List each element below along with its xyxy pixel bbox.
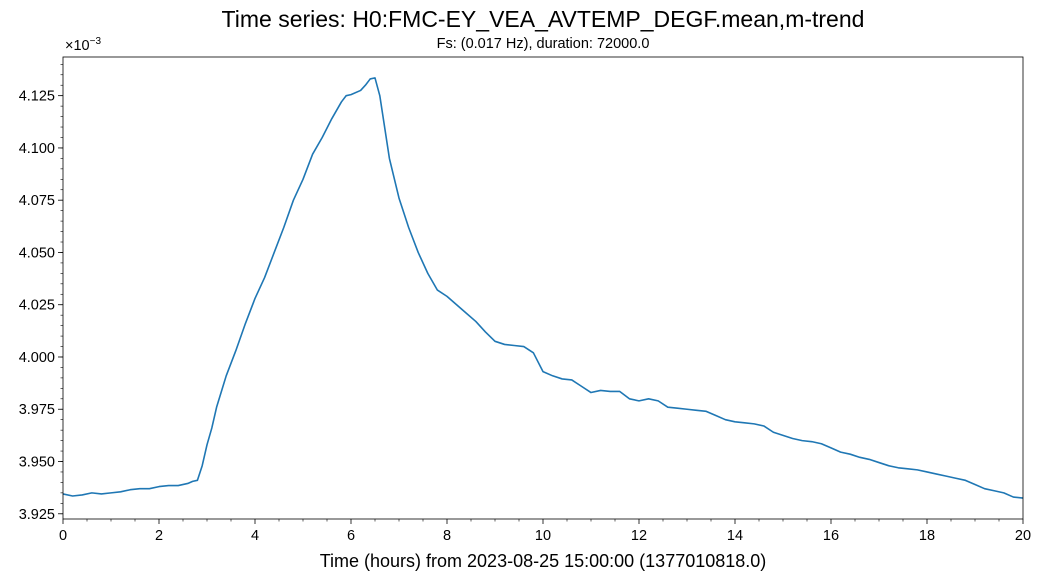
- y-tick-label: 4.000: [19, 350, 55, 366]
- series-line: [62, 77, 1024, 499]
- y-axis-multiplier: ×10−3: [65, 36, 101, 54]
- y-tick-label: 4.075: [19, 193, 55, 209]
- x-tick-label: 10: [535, 528, 551, 544]
- y-tick-label: 4.125: [19, 89, 55, 105]
- x-tick-label: 6: [347, 528, 355, 544]
- chart-subtitle: Fs: (0.017 Hz), duration: 72000.0: [436, 36, 650, 52]
- x-axis-ticks: 0 2 4 6 8 10 12 14 16 18 20: [59, 519, 1031, 544]
- x-tick-label: 4: [251, 528, 259, 544]
- plot-area-frame: [62, 56, 1024, 520]
- x-tick-label: 14: [727, 528, 743, 544]
- y-tick-label: 3.925: [19, 507, 55, 523]
- x-axis-label: Time (hours) from 2023-08-25 15:00:00 (1…: [319, 551, 767, 571]
- y-multiplier-exponent: −3: [89, 36, 102, 47]
- x-tick-label: 20: [1015, 528, 1031, 544]
- y-tick-label: 4.025: [19, 298, 55, 314]
- x-tick-label: 18: [919, 528, 935, 544]
- x-tick-label: 8: [443, 528, 451, 544]
- x-tick-label: 2: [155, 528, 163, 544]
- x-tick-label: 16: [823, 528, 839, 544]
- y-multiplier-base: ×10: [65, 38, 90, 54]
- x-tick-label: 0: [59, 528, 67, 544]
- y-axis-ticks: 3.925 3.950 3.975 4.000 4.025 4.050 4.075 4.100…: [19, 64, 63, 523]
- y-tick-label: 3.950: [19, 455, 55, 471]
- y-tick-label: 3.975: [19, 402, 55, 418]
- y-tick-label: 4.100: [19, 141, 55, 157]
- x-tick-label: 12: [631, 528, 647, 544]
- chart-title: Time series: H0:FMC-EY_VEA_AVTEMP_DEGF.m…: [221, 6, 865, 32]
- y-tick-label: 4.050: [19, 245, 55, 261]
